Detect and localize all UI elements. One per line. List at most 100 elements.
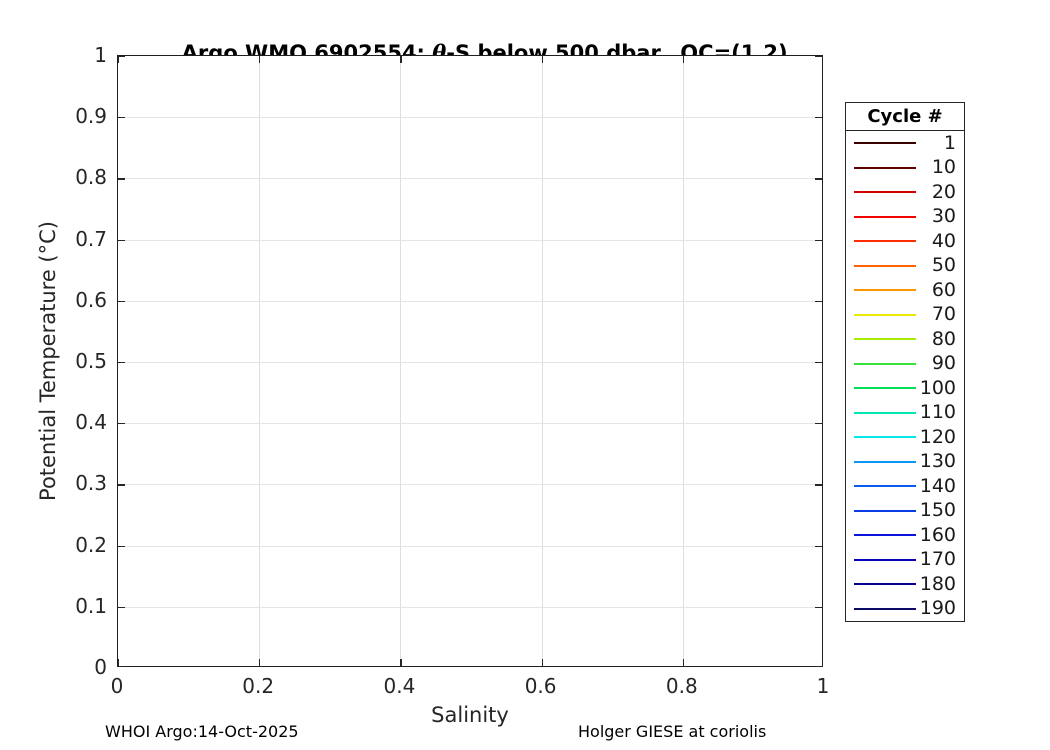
legend-entry: 20 xyxy=(846,180,964,205)
y-tick-mark-left xyxy=(118,239,125,241)
legend-entry-label: 60 xyxy=(931,278,956,301)
x-tick-mark-bottom xyxy=(822,659,824,666)
legend-entry: 30 xyxy=(846,205,964,230)
legend-line-sample xyxy=(854,387,916,390)
y-tick-label: 0.4 xyxy=(75,410,107,435)
y-tick-mark-left xyxy=(118,606,125,609)
gridline-horizontal xyxy=(118,362,822,363)
x-tick-mark-top xyxy=(259,56,261,63)
x-tick-label: 0.2 xyxy=(242,674,275,698)
gridline-horizontal xyxy=(118,178,822,180)
y-tick-label: 0.8 xyxy=(75,165,107,190)
gridline-horizontal xyxy=(118,484,822,486)
legend-line-sample xyxy=(854,289,916,292)
y-tick-mark-left xyxy=(118,484,125,486)
legend-entry: 110 xyxy=(846,401,964,426)
y-tick-label: 0.1 xyxy=(75,593,107,618)
x-tick-mark-top xyxy=(822,56,824,63)
legend-line-sample xyxy=(854,142,916,145)
footer-credit-right: Holger GIESE at coriolis xyxy=(578,722,767,741)
legend-entry-label: 10 xyxy=(931,156,956,179)
y-tick-label: 0 xyxy=(94,655,107,679)
x-tick-label: 0 xyxy=(110,674,124,698)
y-tick-mark-right xyxy=(815,56,822,58)
y-tick-label: 0.2 xyxy=(75,532,107,557)
legend-line-sample xyxy=(854,558,916,561)
legend-entry-label: 30 xyxy=(931,205,956,228)
footer-credit-left: WHOI Argo:14-Oct-2025 xyxy=(105,722,299,741)
x-tick-label: 1 xyxy=(816,674,830,698)
legend-entry-label: 170 xyxy=(919,548,956,571)
legend-line-sample xyxy=(854,460,916,463)
gridline-horizontal xyxy=(118,545,822,547)
legend-entry: 80 xyxy=(846,327,964,352)
y-tick-mark-right xyxy=(815,117,822,119)
legend-line-sample xyxy=(854,215,916,218)
x-tick-mark-top xyxy=(400,56,402,63)
y-tick-label: 0.5 xyxy=(75,349,107,373)
legend-entry: 60 xyxy=(846,278,964,303)
y-tick-mark-right xyxy=(815,423,822,425)
legend-entry: 170 xyxy=(846,548,964,573)
y-tick-label: 0.9 xyxy=(75,104,107,129)
legend-line-sample xyxy=(854,411,916,414)
legend-line-sample xyxy=(854,583,916,586)
legend-entry: 150 xyxy=(846,499,964,524)
x-tick-mark-bottom xyxy=(400,659,402,666)
x-tick-mark-bottom xyxy=(118,659,120,666)
y-tick-mark-right xyxy=(815,484,822,486)
legend-line-sample xyxy=(854,191,916,194)
x-axis-label: Salinity xyxy=(431,703,509,727)
gridline-vertical xyxy=(682,56,684,666)
y-tick-label: 0.6 xyxy=(75,287,107,312)
x-tick-mark-bottom xyxy=(259,659,261,666)
legend-entries: 1 10 20 30 40 50 60 70 80 90 100 110 120 130 140 150 160… xyxy=(846,131,964,621)
legend-entry-label: 160 xyxy=(919,523,956,546)
x-tick-mark-bottom xyxy=(541,659,543,666)
legend-entry: 160 xyxy=(846,523,964,548)
legend-line-sample xyxy=(854,485,916,488)
legend-entry-label: 120 xyxy=(919,425,956,448)
legend-entry-label: 110 xyxy=(919,401,956,424)
y-tick-mark-left xyxy=(118,362,125,364)
legend-entry-label: 50 xyxy=(931,254,956,277)
y-tick-mark-left xyxy=(118,117,125,119)
y-tick-label: 0.7 xyxy=(75,226,107,251)
y-tick-mark-left xyxy=(118,300,125,303)
legend-line-sample xyxy=(854,338,916,341)
x-tick-label: 0.6 xyxy=(524,674,557,698)
legend-line-sample xyxy=(854,240,916,243)
legend-entry: 190 xyxy=(846,597,964,622)
y-tick-mark-left xyxy=(118,545,125,547)
x-tick-label: 0.4 xyxy=(383,674,416,698)
y-tick-mark-right xyxy=(815,300,822,303)
legend-line-sample xyxy=(854,362,916,365)
legend-line-sample xyxy=(854,534,916,537)
legend-entry-label: 70 xyxy=(931,303,956,326)
legend-line-sample xyxy=(854,313,916,316)
gridline-horizontal xyxy=(118,239,822,241)
y-tick-label: 0.3 xyxy=(75,471,107,496)
y-tick-mark-right xyxy=(815,666,822,668)
gridline-horizontal xyxy=(118,117,822,119)
gridline-horizontal xyxy=(118,606,822,608)
gridline-horizontal xyxy=(118,300,822,302)
legend-line-sample xyxy=(854,264,916,267)
legend-entry: 180 xyxy=(846,572,964,597)
legend-line-sample xyxy=(854,607,916,610)
legend-entry: 50 xyxy=(846,254,964,279)
y-tick-mark-right xyxy=(815,362,822,364)
legend-entry-label: 90 xyxy=(931,352,956,375)
legend-entry-label: 80 xyxy=(931,327,956,350)
legend-entry-label: 20 xyxy=(931,180,956,203)
x-tick-mark-top xyxy=(118,56,120,63)
legend-entry-label: 180 xyxy=(919,572,956,595)
legend-entry-label: 140 xyxy=(919,474,956,497)
legend-entry: 1 xyxy=(846,131,964,156)
legend-entry-label: 130 xyxy=(919,450,956,473)
x-tick-mark-top xyxy=(682,56,685,63)
legend-entry-label: 1 xyxy=(943,131,956,154)
legend-entry: 130 xyxy=(846,450,964,475)
legend-entry: 70 xyxy=(846,303,964,328)
